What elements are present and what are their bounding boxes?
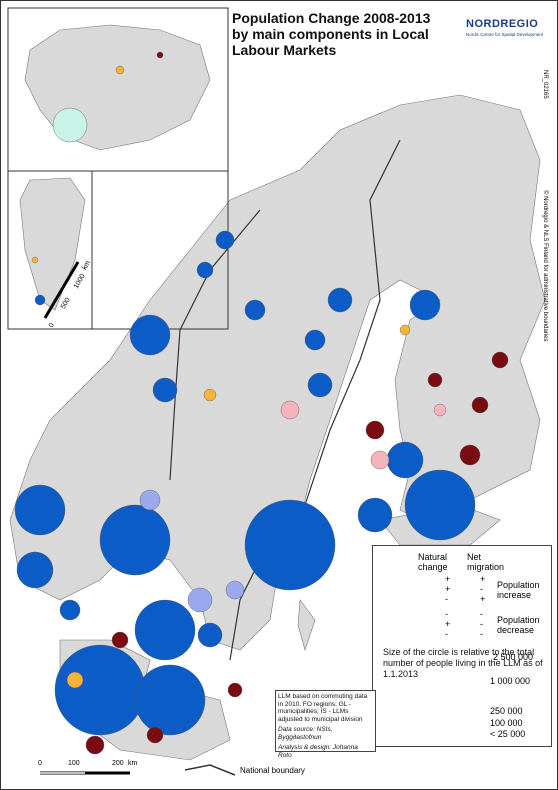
increase-label: Population increase: [497, 580, 540, 600]
map-id: NR_02165: [542, 70, 548, 99]
boundary-legend-line: [184, 764, 236, 776]
logo-subtitle: Nordic Centre for Spatial Development: [466, 32, 544, 37]
natural-sign: +: [445, 574, 451, 584]
data-source: Data source: NSIs, Byggðastofnun: [278, 726, 333, 741]
migration-sign: -: [480, 584, 483, 594]
size-label: < 25 000: [490, 729, 526, 739]
natural-sign: +: [445, 584, 451, 594]
scale-label: 100: [68, 760, 80, 767]
size-note: Size of the circle is relative to the to…: [383, 647, 543, 679]
national-boundary: [169, 139, 401, 661]
migration-sign: +: [480, 594, 486, 604]
land: [19, 177, 86, 311]
inset-scale-bar: [43, 261, 80, 319]
migration-sign: -: [480, 609, 483, 619]
natural-sign: -: [445, 629, 448, 639]
info-box: LLM based on commuting data in 2010. FO …: [275, 690, 376, 759]
land: [297, 599, 316, 652]
title: Population Change 2008-2013 by main comp…: [232, 10, 431, 58]
logo: NORDREGIO: [466, 18, 539, 30]
size-label: 1 000 000: [490, 676, 531, 686]
copyright: © Nordregio & NLS Finland for administra…: [542, 190, 548, 342]
scale-label: 0: [38, 760, 42, 767]
analysis: Analysis & design: Johanna Roto: [278, 744, 358, 759]
legend: [372, 545, 552, 747]
natural-change-header: Natural change: [418, 552, 448, 572]
natural-sign: +: [445, 619, 451, 629]
net-migration-header: Net migration: [467, 552, 505, 572]
scale-label: 200: [112, 760, 124, 767]
size-label: 2 500 000: [493, 652, 534, 662]
natural-sign: -: [445, 609, 448, 619]
circles: [14, 51, 509, 755]
scale-label: km: [128, 760, 138, 767]
natural-sign: -: [445, 594, 448, 604]
boundary-label: National boundary: [240, 766, 305, 775]
size-label: 100 000: [490, 718, 523, 728]
migration-sign: +: [480, 574, 486, 584]
info-text: LLM based on commuting data in 2010. FO …: [278, 693, 368, 723]
size-label: 250 000: [490, 706, 523, 716]
decrease-label: Population decrease: [497, 615, 540, 635]
migration-sign: -: [480, 629, 483, 639]
migration-sign: -: [480, 619, 483, 629]
